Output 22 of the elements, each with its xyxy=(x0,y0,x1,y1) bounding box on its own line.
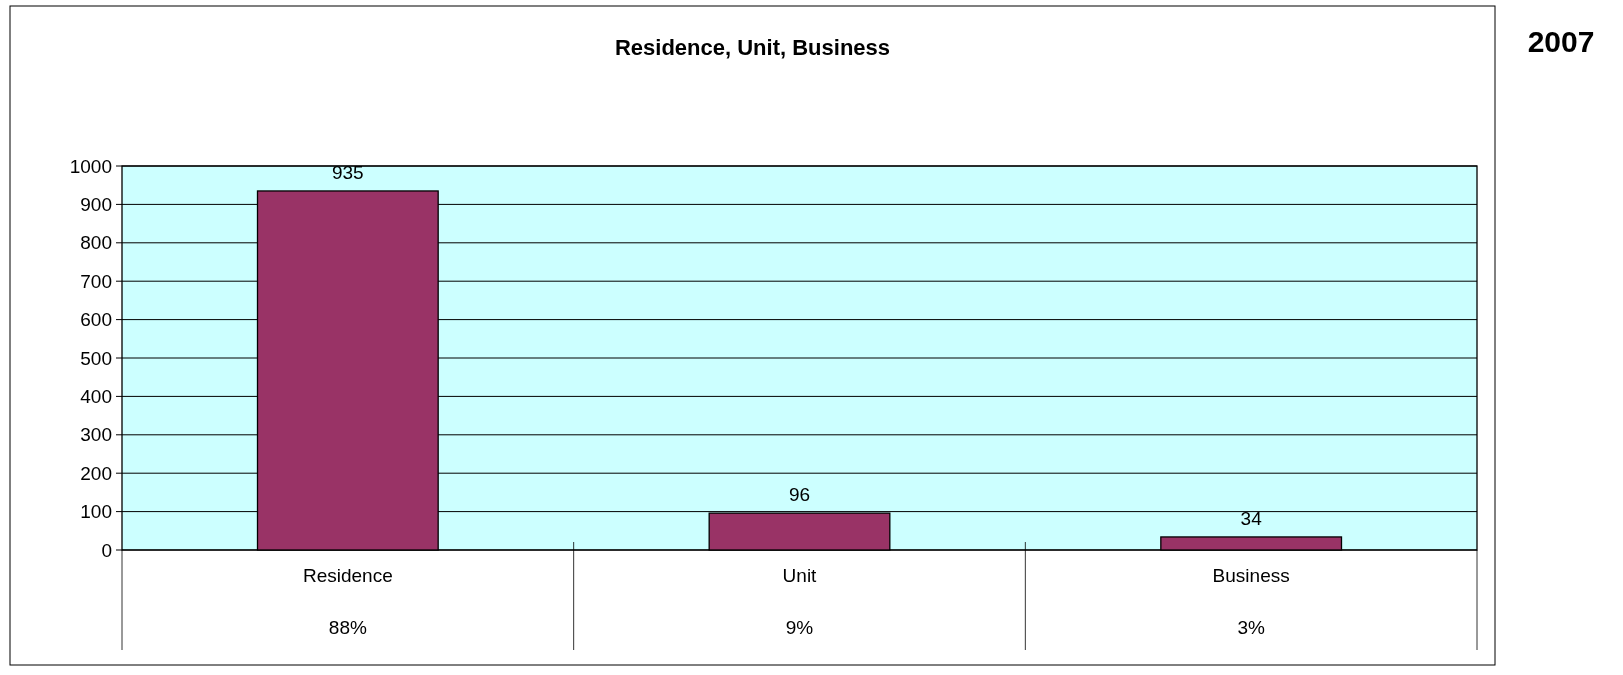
y-tick-label: 1000 xyxy=(69,155,112,177)
text: 88% xyxy=(328,617,367,638)
x-tick-label: Residence xyxy=(302,565,393,586)
data-label: 34 xyxy=(1240,507,1263,529)
x-tick-label: Unit xyxy=(782,565,818,586)
y-tick-label: 0 xyxy=(101,539,112,561)
y-tick-label: 800 xyxy=(80,232,112,254)
text: 2007 xyxy=(1527,25,1595,58)
chart-title: Residence, Unit, Business xyxy=(614,35,891,60)
y-tick-label: 100 xyxy=(80,501,112,523)
y-tick-label: 200 xyxy=(80,462,112,484)
y-tick-label: 500 xyxy=(80,347,112,369)
y-tick-label: 300 xyxy=(80,424,112,446)
data-label: 96 xyxy=(788,484,811,506)
y-tick-label: 400 xyxy=(80,386,112,408)
x-tick-label: Business xyxy=(1212,565,1290,586)
text: 3% xyxy=(1237,617,1265,638)
data-label: 935 xyxy=(331,161,364,183)
text: 9% xyxy=(785,617,814,638)
y-tick-label: 600 xyxy=(80,309,112,331)
y-tick-label: 900 xyxy=(80,194,112,216)
y-tick-label: 700 xyxy=(80,270,112,292)
